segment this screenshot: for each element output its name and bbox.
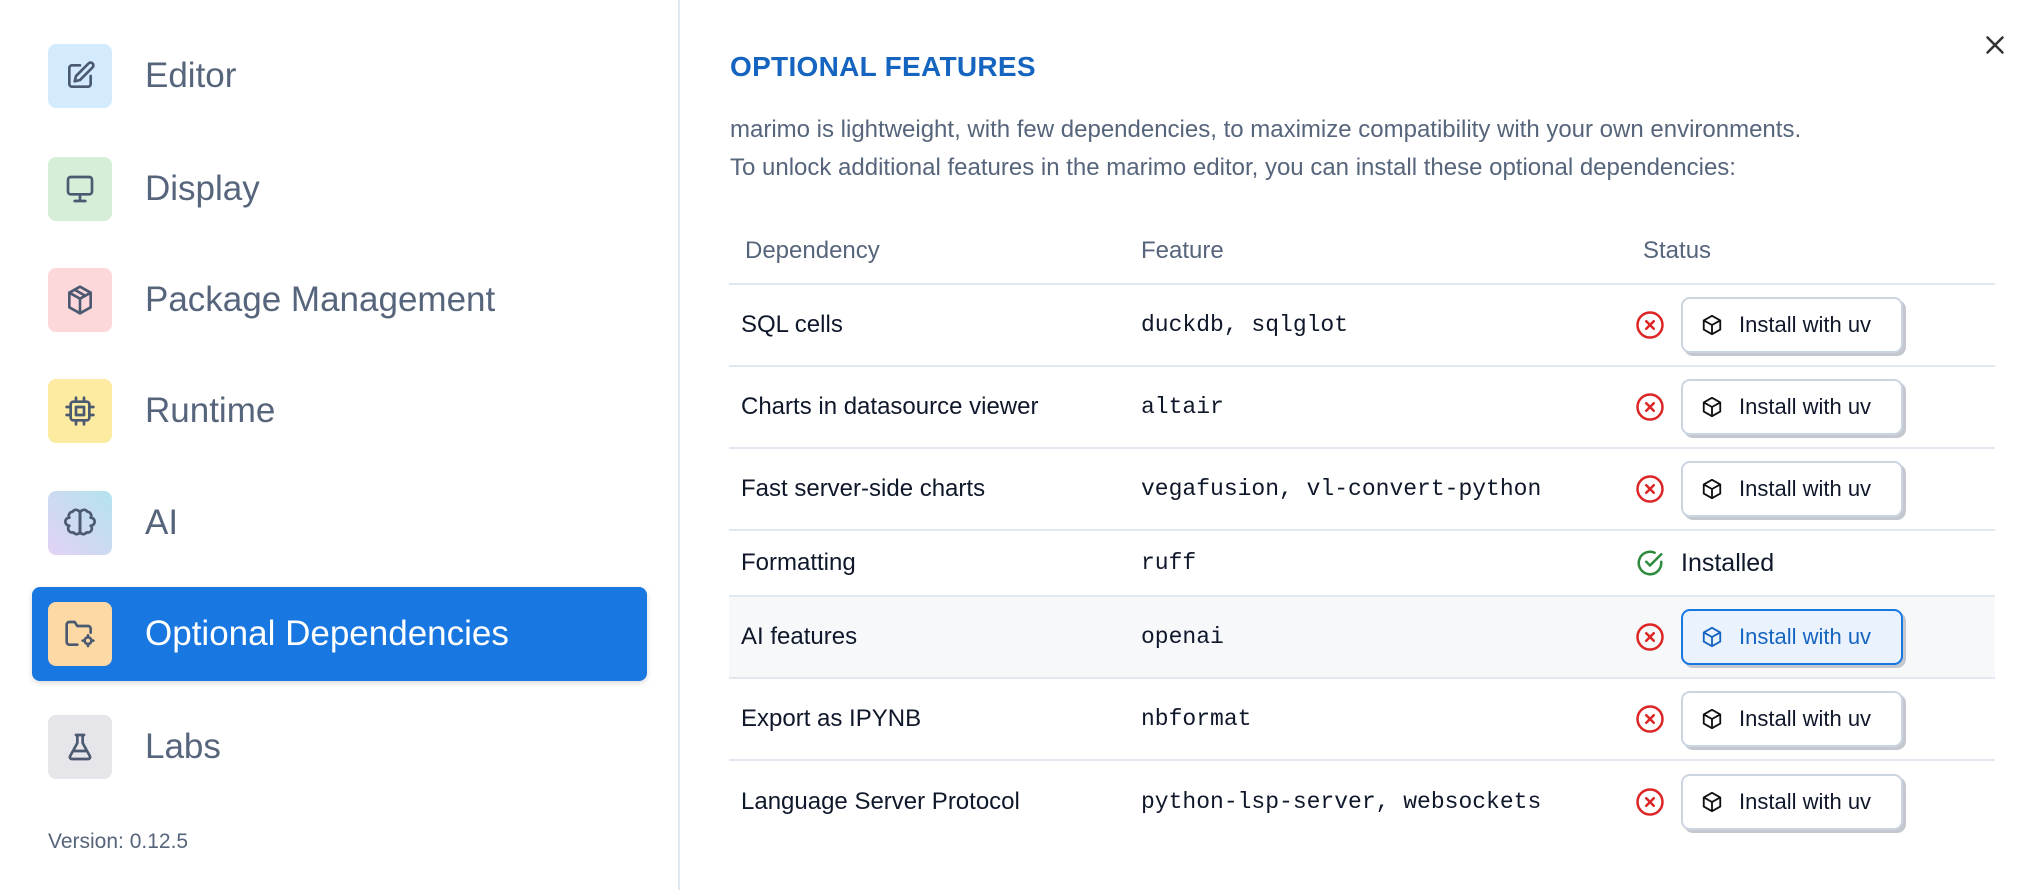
feature-packages: python-lsp-server, websockets [1141, 788, 1542, 815]
button-label: Install with uv [1739, 788, 1872, 814]
button-label: Install with uv [1739, 394, 1872, 419]
sidebar-item-optional-dependencies[interactable]: Optional Dependencies [32, 587, 647, 681]
cpu-icon [48, 379, 112, 443]
version-label: Version: 0.12.5 [48, 830, 189, 853]
dependency-name: Formatting [729, 530, 1129, 597]
feature-packages: openai [1129, 596, 1627, 679]
status-cell: Install with uv [1627, 596, 1995, 679]
sidebar-item-label: Runtime [145, 391, 276, 430]
sidebar-item-package-management[interactable]: Package Management [32, 253, 647, 347]
error-circle-icon [1636, 311, 1664, 339]
table-row: SQL cells duckdb, sqlglot Install with uv [729, 284, 1995, 367]
table-row: Formatting ruff Installed [729, 530, 1995, 597]
error-circle-icon [1636, 787, 1664, 816]
package-icon [1702, 396, 1722, 418]
feature-packages: vegafusion, vl-convert-python [1129, 448, 1627, 531]
button-label: Install with uv [1739, 624, 1872, 649]
sidebar-item-labs[interactable]: Labs [32, 700, 647, 794]
status-cell: Install with uv [1627, 678, 1995, 761]
column-header-status: Status [1627, 218, 1995, 285]
sidebar-item-label: Display [145, 169, 260, 208]
folder-cog-icon [48, 602, 112, 666]
button-label: Install with uv [1739, 706, 1872, 731]
error-circle-icon [1636, 705, 1664, 733]
installed-label: Installed [1681, 548, 1775, 577]
dependency-name: Fast server-side charts [729, 448, 1129, 531]
install-with-uv-button[interactable]: Install with uv [1681, 609, 1903, 665]
feature-packages: ruff [1129, 530, 1627, 597]
button-label: Install with uv [1739, 476, 1872, 501]
package-icon [1702, 626, 1722, 648]
package-icon [48, 268, 112, 332]
check-circle-icon [1637, 550, 1663, 576]
install-with-uv-button[interactable]: Install with uv [1681, 461, 1903, 517]
status-cell: Install with uv [1627, 760, 1995, 842]
sidebar-item-runtime[interactable]: Runtime [32, 364, 647, 458]
sidebar-item-label: Labs [145, 727, 221, 766]
status-cell: Install with uv [1627, 448, 1995, 531]
sidebar-item-label: AI [145, 503, 179, 542]
column-header-feature: Feature [1129, 218, 1627, 285]
table-row: Export as IPYNB nbformat Install with uv [729, 678, 1995, 761]
sidebar-item-label: Package Management [145, 280, 496, 319]
table-row: Charts in datasource viewer altair Install… [729, 366, 1995, 449]
install-with-uv-button[interactable]: Install with uv [1681, 379, 1903, 435]
sidebar-item-editor[interactable]: Editor [32, 29, 647, 123]
dependency-name: Language Server Protocol [741, 787, 1020, 815]
error-circle-icon [1636, 475, 1664, 503]
table-row: Fast server-side charts vegafusion, vl-co… [729, 448, 1995, 531]
install-with-uv-button[interactable]: Install with uv [1681, 691, 1903, 747]
table-row: AI features openai Install with uv [729, 596, 1995, 679]
description-line: marimo is lightweight, with few dependen… [730, 116, 1802, 143]
page-title: OPTIONAL FEATURES [730, 51, 1036, 82]
package-icon [1702, 791, 1722, 812]
close-icon[interactable] [1980, 30, 2010, 60]
button-label: Install with uv [1739, 312, 1872, 337]
install-with-uv-button[interactable]: Install with uv [1681, 297, 1903, 353]
package-icon [1702, 478, 1722, 500]
feature-packages: duckdb, sqlglot [1129, 284, 1627, 367]
sidebar-item-ai[interactable]: AI [32, 476, 647, 570]
sidebar-item-display[interactable]: Display [32, 142, 647, 236]
dependency-name: Charts in datasource viewer [729, 366, 1129, 449]
package-icon [1702, 314, 1722, 336]
status-cell: Install with uv [1627, 366, 1995, 449]
sidebar-item-label: Editor [145, 56, 237, 95]
feature-packages: nbformat [1129, 678, 1627, 761]
monitor-icon [48, 157, 112, 221]
status-cell: Installed [1627, 530, 1995, 597]
status-cell: Install with uv [1627, 284, 1995, 367]
column-header-dependency: Dependency [729, 218, 1129, 285]
sidebar-item-label: Optional Dependencies [145, 614, 509, 653]
dependency-name: SQL cells [729, 284, 1129, 367]
package-icon [1702, 708, 1722, 730]
table-header: Dependency Feature Status [729, 218, 1995, 285]
dependencies-table: Dependency Feature Status SQL cells duckd… [729, 218, 1995, 842]
settings-sidebar: Editor Display Package Management Runtim… [0, 0, 680, 890]
edit-icon [48, 44, 112, 108]
feature-packages: altair [1129, 366, 1627, 449]
description-line: To unlock additional features in the mar… [730, 154, 1736, 181]
dependency-name: AI features [729, 596, 1129, 679]
table-row: Language Server Protocol python-lsp-serve… [729, 760, 1995, 842]
dependency-name: Export as IPYNB [729, 678, 1129, 761]
error-circle-icon [1636, 623, 1664, 651]
install-with-uv-button[interactable]: Install with uv [1681, 773, 1903, 830]
brain-icon [48, 491, 112, 555]
error-circle-icon [1636, 393, 1664, 421]
flask-icon [48, 715, 112, 779]
